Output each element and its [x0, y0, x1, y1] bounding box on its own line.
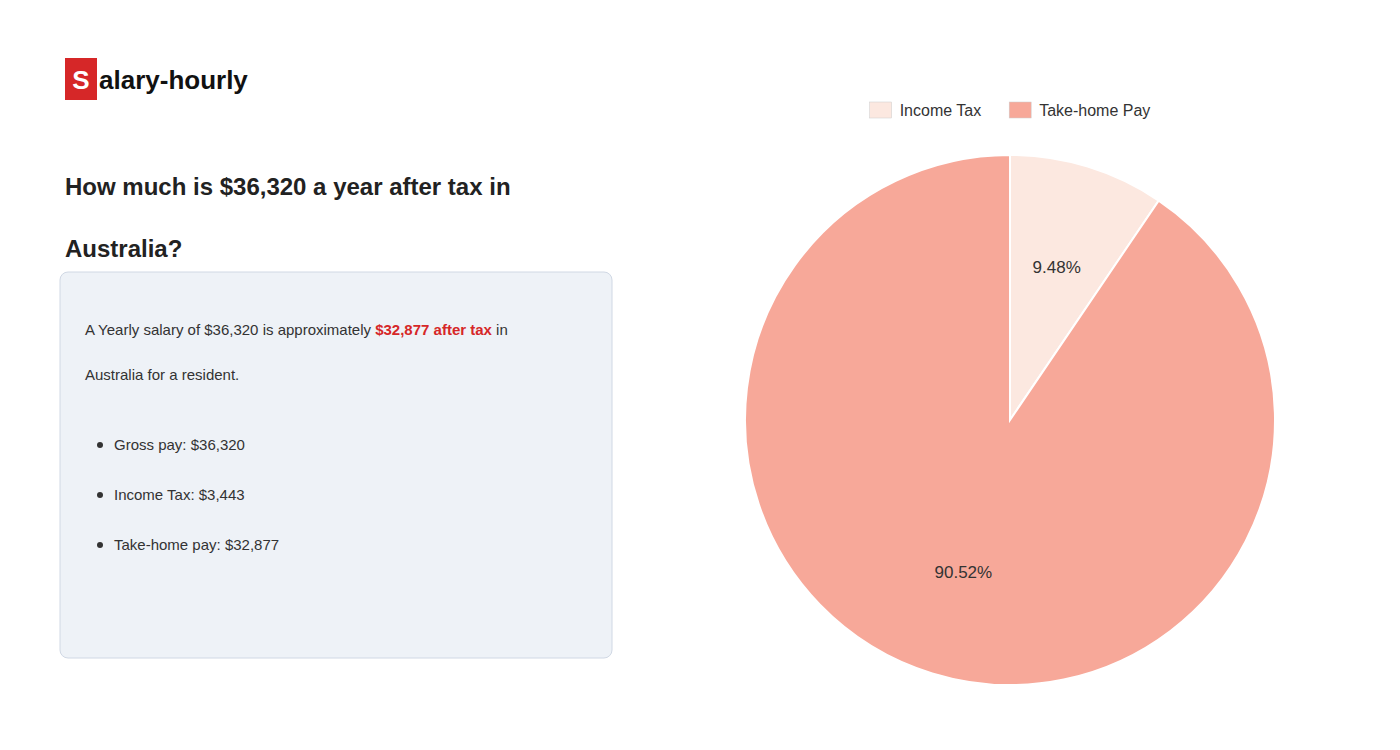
logo-text: alary-hourly	[99, 65, 248, 95]
description: A Yearly salary of $36,320 is approximat…	[85, 321, 508, 338]
info-box	[60, 272, 612, 658]
data-labels: 9.48% 90.52%	[935, 258, 1081, 581]
bullet-text: Gross pay: $36,320	[114, 436, 245, 453]
logo-letter: S	[72, 65, 89, 95]
slice	[745, 155, 1275, 685]
legend-label: Income Tax	[900, 102, 982, 119]
pie	[745, 155, 1275, 685]
legend-swatch	[870, 102, 892, 118]
data-label: 90.52%	[935, 563, 993, 582]
legend-label: Take-home Pay	[1039, 102, 1150, 119]
left-panel: Salary-hourly How much is $36,320 a year …	[60, 58, 612, 658]
chart: Salary-hourly How much is $36,320 a year …	[0, 0, 1400, 750]
description-text: in	[492, 321, 508, 338]
legend-item: Take-home Pay	[1009, 102, 1150, 119]
bullet-text: Take-home pay: $32,877	[114, 536, 279, 553]
logo-box	[65, 58, 97, 100]
title: How much is $36,320 a year after tax in	[65, 173, 511, 200]
data-label: 9.48%	[1033, 258, 1081, 277]
bullet	[97, 492, 103, 498]
bullet-text: Income Tax: $3,443	[114, 486, 245, 503]
legend-item: Income Tax	[870, 102, 982, 119]
title: Australia?	[65, 235, 182, 262]
description-highlight: $32,877 after tax	[375, 321, 492, 338]
bullet	[97, 442, 103, 448]
description: Australia for a resident.	[85, 366, 239, 383]
legend: Income Tax Take-home Pay	[870, 102, 1151, 119]
legend-swatch	[1009, 102, 1031, 118]
bullet	[97, 542, 103, 548]
description-text: A Yearly salary of $36,320 is approximat…	[85, 321, 375, 338]
